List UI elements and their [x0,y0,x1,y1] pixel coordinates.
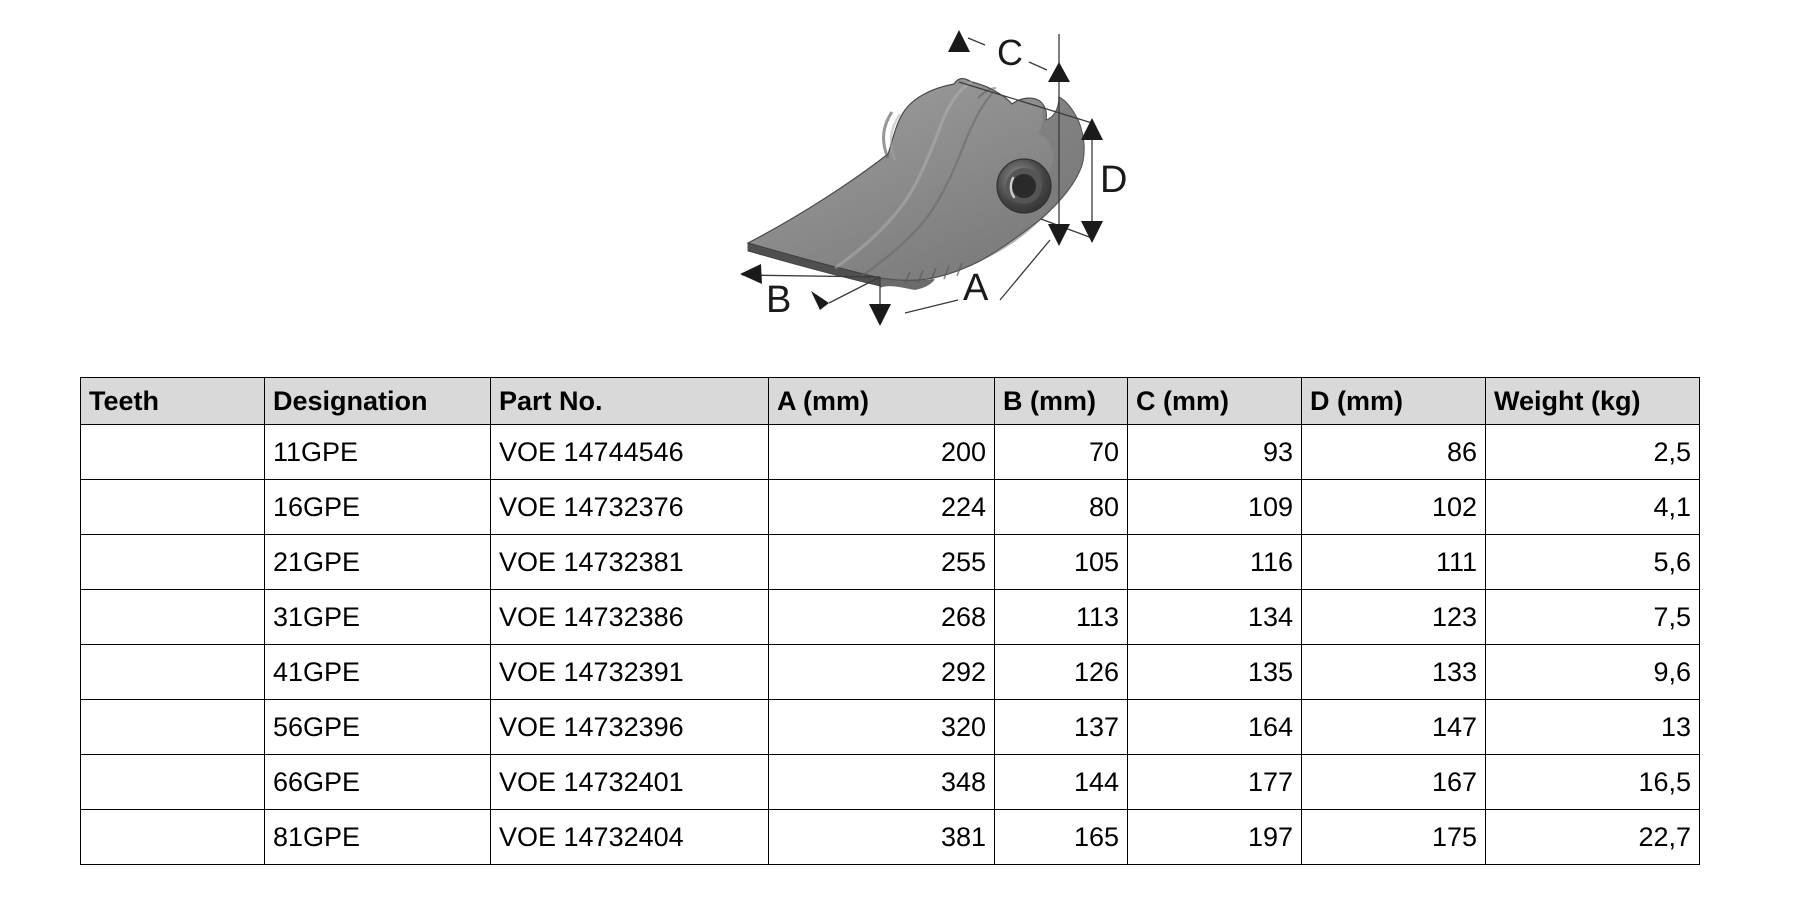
svg-text:C: C [997,32,1023,73]
svg-text:D: D [1100,159,1127,201]
svg-text:B: B [766,279,791,321]
svg-text:A: A [963,267,989,309]
